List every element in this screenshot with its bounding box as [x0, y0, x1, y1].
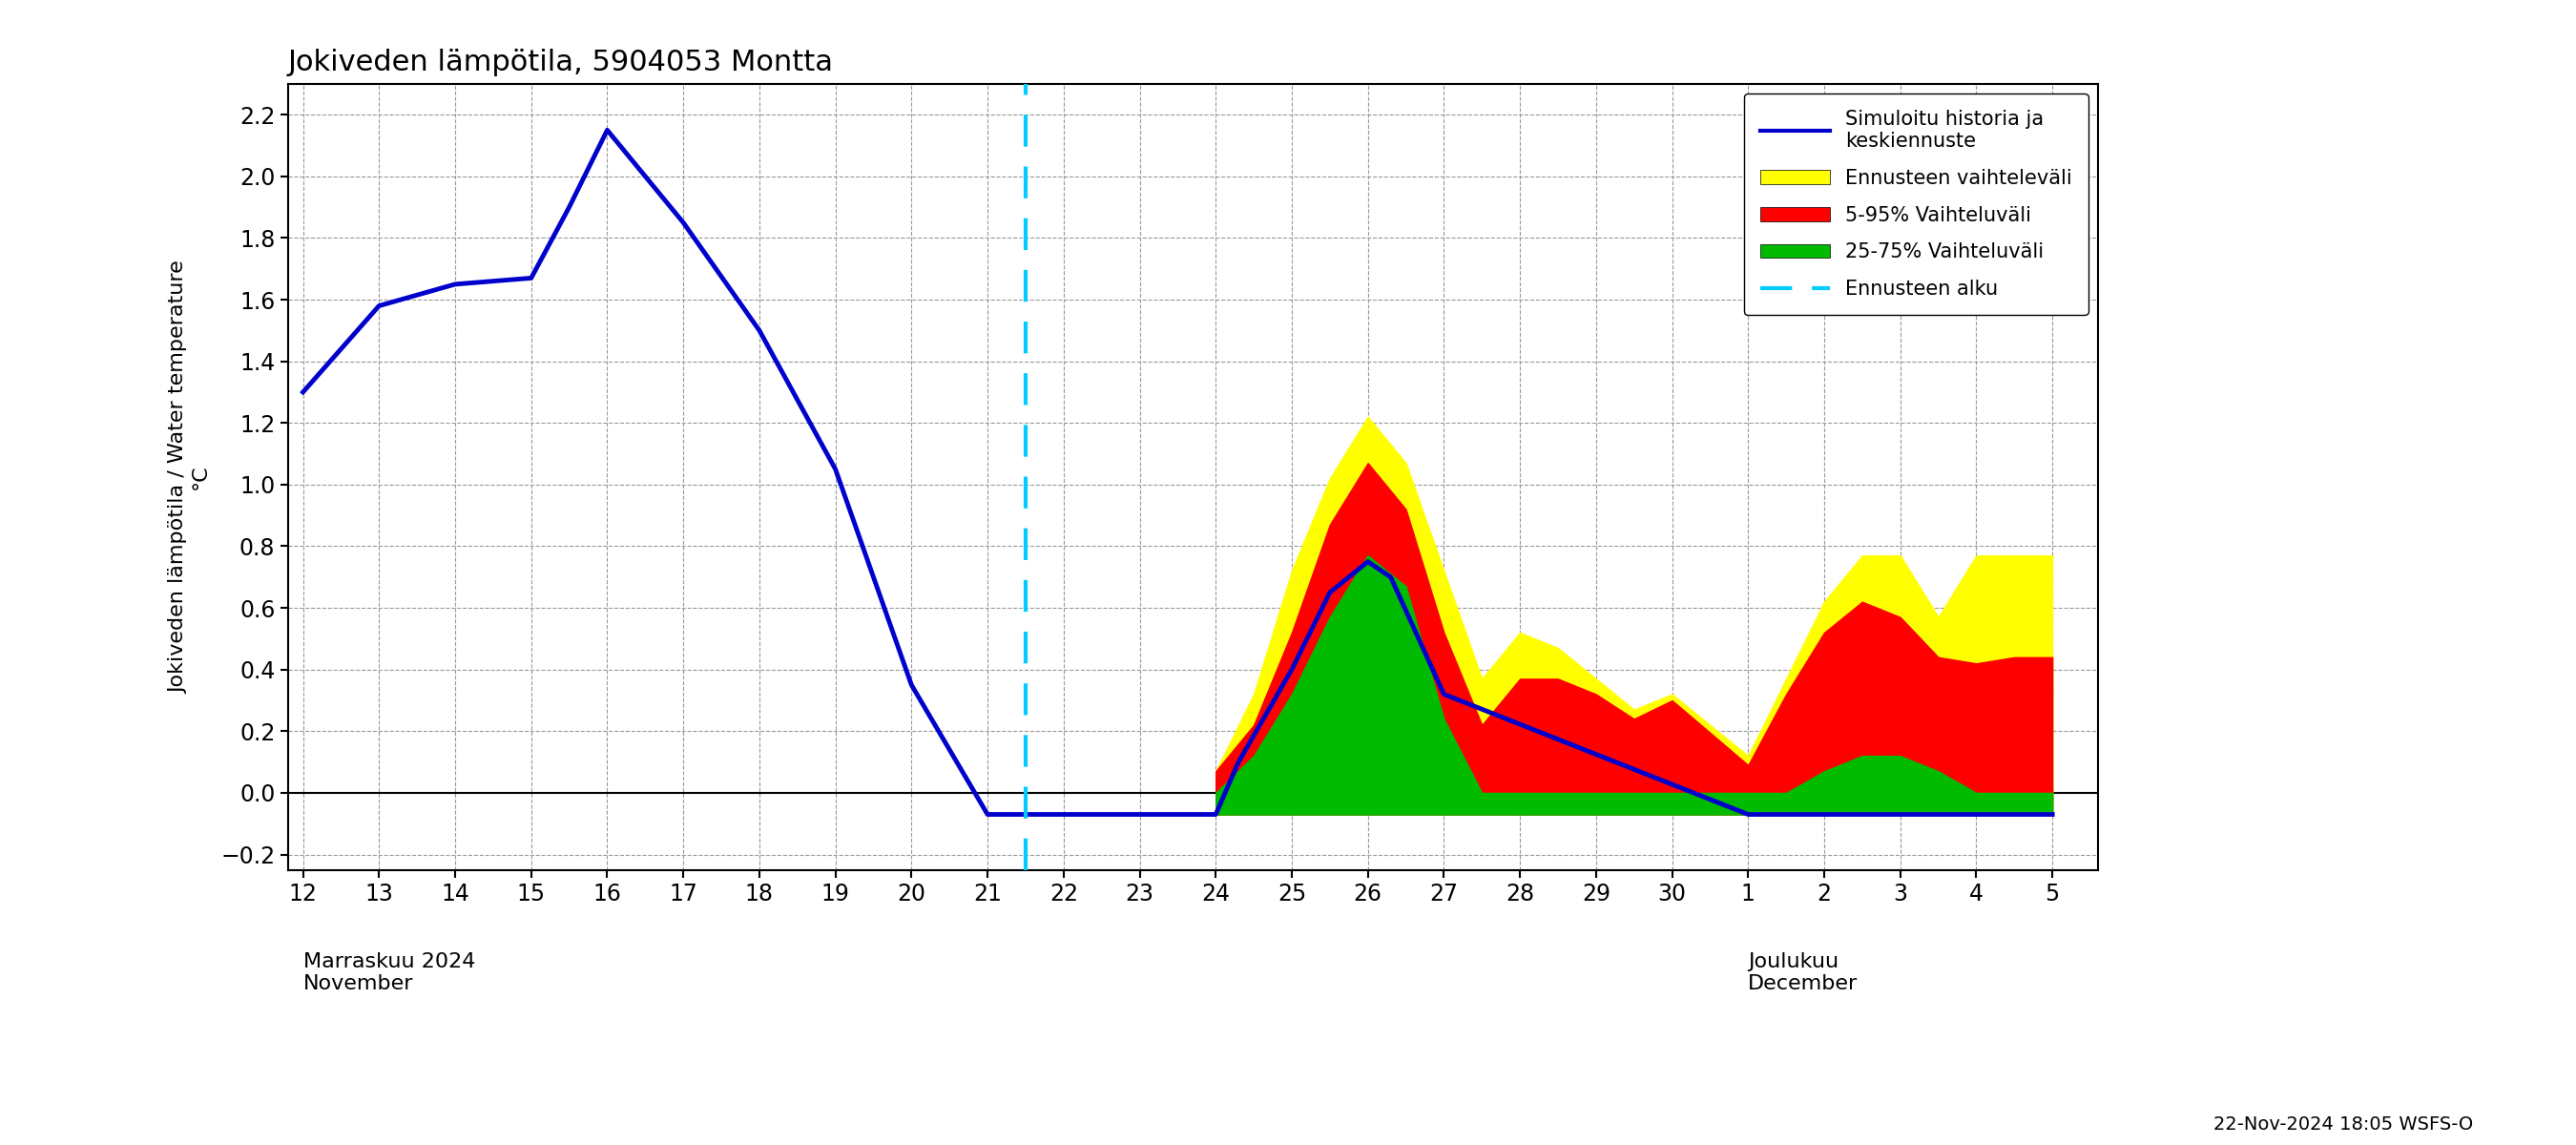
Y-axis label: Jokiveden lämpötila / Water temperature
°C: Jokiveden lämpötila / Water temperature …	[170, 260, 211, 694]
Text: Joulukuu
December: Joulukuu December	[1749, 951, 1857, 993]
Text: Jokiveden lämpötila, 5904053 Montta: Jokiveden lämpötila, 5904053 Montta	[289, 48, 835, 77]
Text: Marraskuu 2024
November: Marraskuu 2024 November	[304, 951, 474, 993]
Legend: Simuloitu historia ja
keskiennuste, Ennusteen vaihteleväli, 5-95% Vaihteluväli, : Simuloitu historia ja keskiennuste, Ennu…	[1744, 94, 2089, 315]
Text: 22-Nov-2024 18:05 WSFS-O: 22-Nov-2024 18:05 WSFS-O	[2213, 1115, 2473, 1134]
